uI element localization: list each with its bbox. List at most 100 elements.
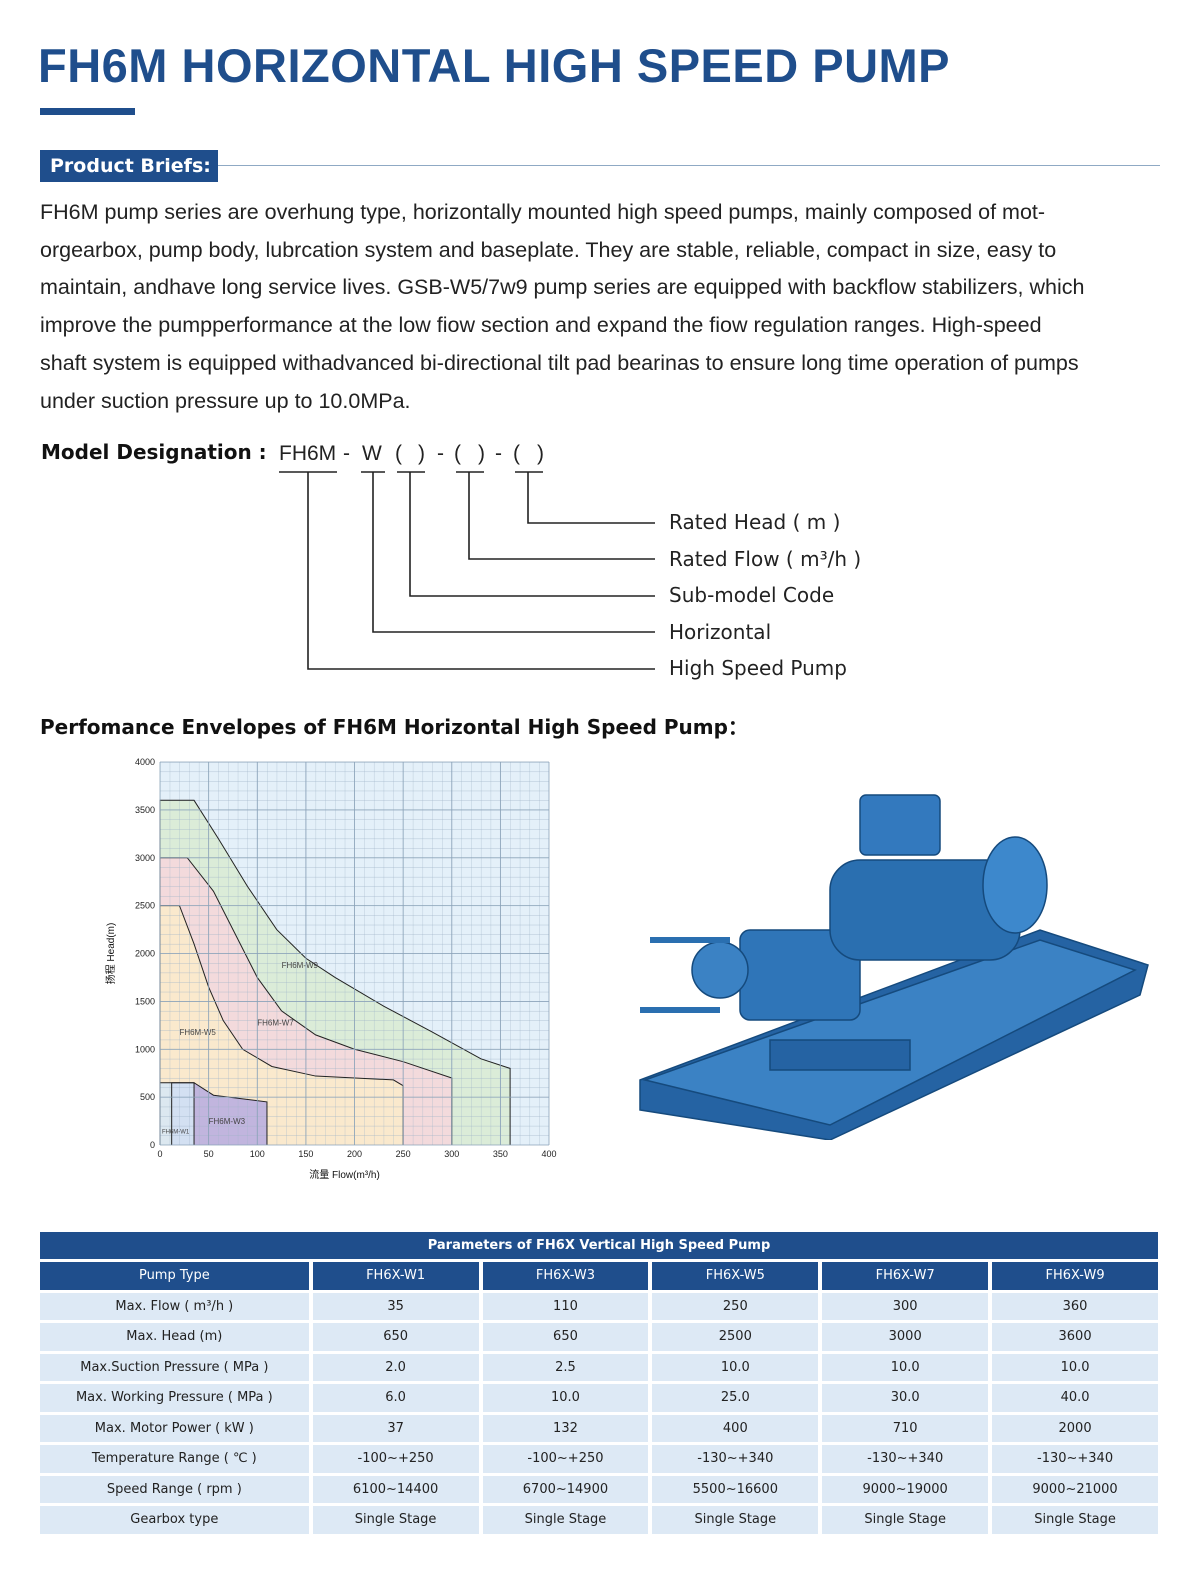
parameter-table: Parameters of FH6X Vertical High Speed P… [40, 1229, 1158, 1537]
designation-token: ) [537, 442, 544, 465]
table-cell: 2.5 [478, 1353, 649, 1381]
designation-token: FH6M [279, 442, 337, 465]
table-row: Max. Working Pressure ( MPa ) 6.0 10.0 25.0… [40, 1384, 1158, 1412]
table-cell: 2.0 [308, 1353, 479, 1381]
designation-item: Horizontal [669, 619, 772, 644]
designation-token: - [495, 442, 502, 465]
brief-line: shaft system is equipped withadvanced bi… [40, 350, 1079, 375]
table-cell: 5500~16600 [648, 1475, 819, 1503]
x-tick-label: 250 [396, 1149, 411, 1159]
designation-token: ( [513, 442, 520, 465]
table-cell: Max. Motor Power ( kW ) [40, 1414, 309, 1442]
table-cell: 400 [648, 1414, 819, 1442]
x-tick-label: 400 [541, 1149, 556, 1159]
designation-lines [279, 471, 655, 670]
table-cell: Speed Range ( rpm ) [40, 1475, 309, 1503]
designation-token: ) [478, 442, 485, 465]
table-row: Parameters of FH6X Vertical High Speed P… [40, 1232, 1158, 1259]
table-row: Pump Type FH6X-W1 FH6X-W3 FH6X-W5 FH6X-W7 FH6… [40, 1262, 1158, 1290]
table-cell: 6100~14400 [308, 1475, 479, 1503]
table-cell: 3600 [988, 1323, 1158, 1351]
table-cell: Gearbox type [40, 1506, 309, 1534]
y-tick-label: 3000 [135, 853, 155, 863]
y-axis-label: 扬程 Head(m) [104, 923, 117, 985]
table-cell: 10.0 [648, 1353, 819, 1381]
table-cell: FH6X-W1 [308, 1262, 479, 1290]
table-cell: Single Stage [818, 1506, 989, 1534]
table-row: Max. Motor Power ( kW ) 37 132 400 710 2000 [40, 1414, 1158, 1442]
table-cell: 6700~14900 [478, 1475, 649, 1503]
designation-item: Rated Flow ( m³/h ) [669, 546, 862, 571]
section-rule [218, 165, 1160, 166]
table-cell: 2000 [988, 1414, 1158, 1442]
table-cell: -100~+250 [478, 1445, 649, 1473]
table-row: Gearbox type Single Stage Single Stage Sing… [40, 1506, 1158, 1534]
table-cell: 35 [308, 1292, 479, 1320]
brief-line: under suction pressure up to 10.0MPa. [40, 388, 411, 413]
table-row: Max. Head (m) 650 650 2500 3000 3600 [40, 1323, 1158, 1351]
table-row: Max. Flow ( m³/h ) 35 110 250 300 360 [40, 1292, 1158, 1320]
table-cell: Single Stage [988, 1506, 1158, 1534]
x-axis-label: 流量 Flow(m³/h) [309, 1168, 380, 1181]
y-tick-label: 500 [140, 1092, 155, 1102]
table-cell: Max. Flow ( m³/h ) [40, 1292, 309, 1320]
table-cell: Single Stage [478, 1506, 649, 1534]
x-tick-label: 350 [493, 1149, 508, 1159]
table-cell: Single Stage [308, 1506, 479, 1534]
table-cell: FH6X-W9 [988, 1262, 1158, 1290]
x-tick-label: 150 [298, 1149, 313, 1159]
x-tick-label: 300 [444, 1149, 459, 1159]
y-tick-label: 0 [150, 1140, 155, 1150]
table-row: Temperature Range ( ℃ ) -100~+250 -100~+25… [40, 1445, 1158, 1473]
table-cell: 10.0 [818, 1353, 989, 1381]
brief-line: maintain, andhave long service lives. GS… [40, 275, 1085, 300]
table-cell: -100~+250 [308, 1445, 479, 1473]
table-cell: Max. Head (m) [40, 1323, 309, 1351]
table-cell: -130~+340 [818, 1445, 989, 1473]
chart: FH6M-W9 FH6M-W7 FH6M-W5 FH6M-W3 FH6M-W1 0 50 10… [104, 757, 557, 1181]
y-tick-label: 1500 [135, 996, 155, 1006]
table-row: Speed Range ( rpm ) 6100~14400 6700~14900 5… [40, 1475, 1158, 1503]
page-title: FH6M HORIZONTAL HIGH SPEED PUMP [38, 39, 951, 92]
table-cell: 300 [818, 1292, 989, 1320]
table-cell: Single Stage [648, 1506, 819, 1534]
table-cell: 110 [478, 1292, 649, 1320]
table-cell: 6.0 [308, 1384, 479, 1412]
envelope-label: FH6M-W5 [179, 1028, 216, 1037]
x-tick-label: 0 [157, 1149, 162, 1159]
table-cell: 132 [478, 1414, 649, 1442]
table-cell: 250 [648, 1292, 819, 1320]
section-label: Product Briefs: [40, 150, 218, 182]
table-cell: 40.0 [988, 1384, 1158, 1412]
table-cell: 650 [308, 1323, 479, 1351]
x-tick-label: 200 [347, 1149, 362, 1159]
table-cell: 2500 [648, 1323, 819, 1351]
chart-title: Perfomance Envelopes of FH6M Horizontal … [40, 715, 748, 739]
table-cell: Pump Type [40, 1262, 309, 1290]
table-cell: 9000~21000 [988, 1475, 1158, 1503]
designation-item: High Speed Pump [669, 656, 847, 681]
designation-item: Sub-model Code [669, 583, 835, 608]
table-row: Max.Suction Pressure ( MPa ) 2.0 2.5 10.0 10… [40, 1353, 1158, 1381]
table-cell: Max.Suction Pressure ( MPa ) [40, 1353, 309, 1381]
designation-token: ( [395, 442, 402, 465]
designation-token: W [362, 442, 382, 465]
table-cell: 9000~19000 [818, 1475, 989, 1503]
x-tick-label: 100 [250, 1149, 265, 1159]
table-cell: Parameters of FH6X Vertical High Speed P… [40, 1232, 1158, 1259]
envelope-label: FH6M-W3 [209, 1117, 246, 1126]
pump-illustration [639, 794, 1149, 1140]
table-cell: 37 [308, 1414, 479, 1442]
table-cell: FH6X-W7 [818, 1262, 989, 1290]
brief-line: FH6M pump series are overhung type, hori… [40, 200, 1046, 224]
designation-token: - [437, 442, 444, 465]
brief-line: improve the pumpperformance at the low f… [40, 313, 1042, 338]
table-cell: 650 [478, 1323, 649, 1351]
designation-token: ) [418, 442, 425, 465]
designation-item: Rated Head ( m ) [669, 510, 841, 534]
table-cell: 360 [988, 1292, 1158, 1320]
table-cell: 710 [818, 1414, 989, 1442]
table-cell: 30.0 [818, 1384, 989, 1412]
envelope-label: FH6M-W7 [257, 1018, 294, 1027]
